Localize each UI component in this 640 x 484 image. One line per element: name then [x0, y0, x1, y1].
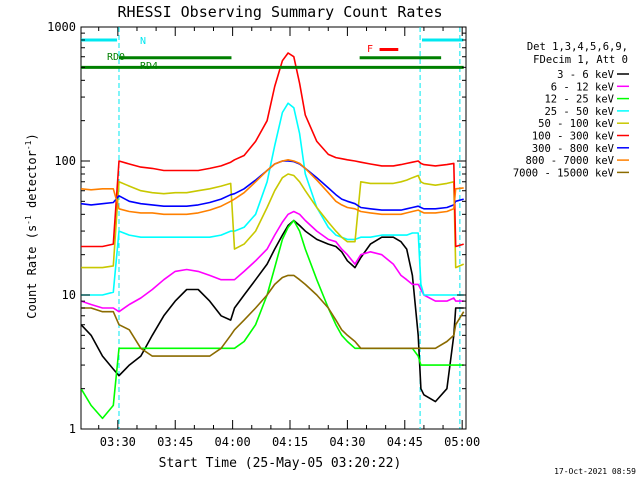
y-axis-title-sup-2: -1: [24, 140, 33, 150]
series-layer: [81, 52, 465, 420]
x-tick-label: 04:30: [329, 435, 365, 449]
legend-label-50-100-kev: 50 - 100 keV: [538, 118, 615, 130]
y-tick-label: 10: [62, 288, 76, 302]
legend-label-12-25-kev: 12 - 25 keV: [544, 94, 614, 106]
time-markers: [118, 27, 461, 429]
x-tick-label: 04:00: [215, 435, 251, 449]
series-50-100-kev: [81, 173, 465, 269]
y-axis-title: Count Rate (s-1 detector-1): [24, 133, 39, 318]
x-tick-label: 04:45: [387, 435, 423, 449]
y-axis-title-main: Count Rate (s: [25, 225, 39, 319]
legend-label-800-7000-kev: 800 - 7000 keV: [525, 155, 614, 167]
series-12-25-kev: [81, 219, 464, 420]
footer-timestamp: 17-Oct-2021 08:59: [554, 467, 636, 476]
y-axis-title-mid: detector: [25, 150, 39, 215]
flag-label-rd0: RD0: [107, 52, 125, 63]
chart-title: RHESSI Observing Summary Count Rates: [117, 3, 442, 21]
legend-label-6-12-kev: 6 - 12 keV: [551, 81, 615, 93]
series-800-7000-kev: [81, 159, 464, 216]
series-3-6-kev: [81, 219, 464, 403]
x-axis-title: Start Time (25-May-05 03:20:22): [159, 456, 402, 471]
flag-label-n: N: [140, 36, 146, 47]
flag-label-rd4: RD4: [140, 61, 158, 72]
x-tick-label: 05:00: [444, 435, 480, 449]
legend-label-3-6-kev: 3 - 6 keV: [557, 69, 615, 81]
x-tick-label: 03:30: [100, 435, 136, 449]
legend-label-100-300-kev: 100 - 300 keV: [532, 131, 615, 143]
y-tick-label: 1: [69, 422, 76, 436]
legend-label-7000-15000-kev: 7000 - 15000 keV: [513, 167, 615, 179]
series-100-300-kev: [81, 52, 464, 248]
series-300-800-kev: [81, 160, 464, 211]
series-7000-15000-kev: [81, 274, 465, 357]
series-25-50-kev: [81, 102, 464, 296]
legend-header-line-1: Det 1,3,4,5,6,9,: [527, 41, 628, 53]
legend-header-line-2: FDecim 1, Att 0: [533, 54, 628, 66]
axes: 1 10 100 1000 03:30 03:45 04:00 04:15 04:30 04:45…: [47, 20, 480, 449]
flag-label-f: F: [367, 44, 373, 55]
y-axis-title-sup-1: -1: [24, 215, 33, 225]
y-tick-label: 100: [54, 154, 76, 168]
legend-label-25-50-kev: 25 - 50 keV: [544, 106, 614, 118]
plot-frame: [80, 26, 467, 430]
x-tick-label: 03:45: [157, 435, 193, 449]
y-axis-title-end: ): [25, 133, 39, 140]
series-6-12-kev: [81, 210, 464, 313]
y-tick-label: 1000: [47, 20, 76, 34]
x-tick-label: 04:15: [272, 435, 308, 449]
flags-layer: [81, 38, 464, 69]
legend-label-300-800-kev: 300 - 800 keV: [532, 143, 615, 155]
